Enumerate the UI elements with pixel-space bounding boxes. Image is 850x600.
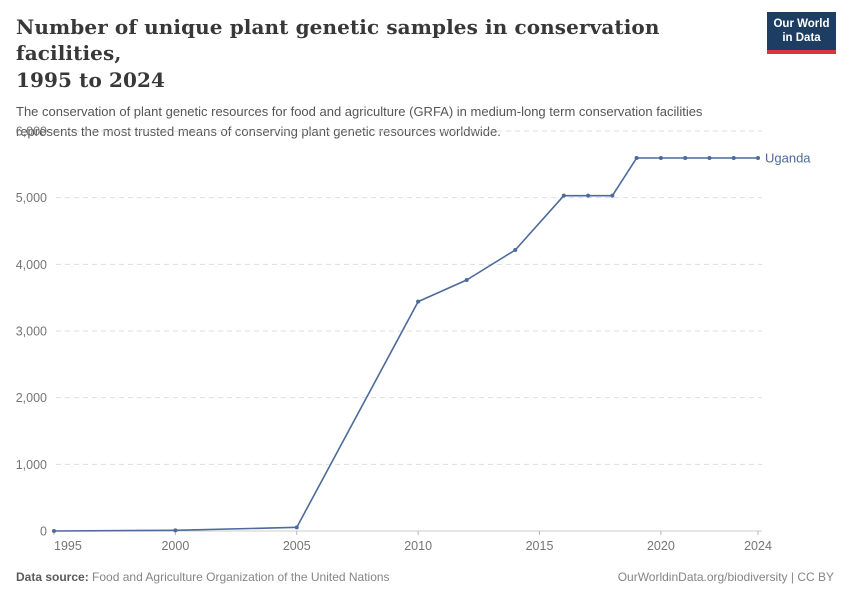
owid-logo-red-bar <box>767 49 836 54</box>
x-axis-tick-label: 1995 <box>54 539 82 553</box>
owid-logo-line-1: Our World <box>773 18 830 30</box>
chart-footer: Data source: Food and Agriculture Organi… <box>16 570 834 584</box>
data-point[interactable] <box>294 525 299 530</box>
data-point[interactable] <box>610 193 615 198</box>
data-point[interactable] <box>173 528 178 533</box>
x-axis-tick-label: 2024 <box>744 539 772 553</box>
y-axis-tick-label: 6,000 <box>16 125 47 139</box>
uganda-line-series[interactable] <box>53 157 758 532</box>
series-end-label: Uganda <box>765 151 811 166</box>
data-point[interactable] <box>658 156 663 160</box>
page-title: Number of unique plant genetic samples i… <box>16 14 761 93</box>
title-line-2: 1995 to 2024 <box>16 67 166 92</box>
title-line-1: Number of unique plant genetic samples i… <box>16 15 660 66</box>
chart-subtitle: The conservation of plant genetic resour… <box>16 104 703 140</box>
data-point[interactable] <box>707 156 712 160</box>
data-point[interactable] <box>683 156 688 160</box>
data-point[interactable] <box>416 299 421 304</box>
y-axis-tick-label: 5,000 <box>16 191 47 205</box>
x-axis-tick-label: 2020 <box>647 539 675 553</box>
data-source-note: Data source: Food and Agriculture Organi… <box>16 570 390 584</box>
data-point[interactable] <box>52 529 56 533</box>
data-point[interactable] <box>731 156 736 160</box>
y-axis-tick-label: 3,000 <box>16 325 47 339</box>
data-point[interactable] <box>513 248 518 252</box>
y-axis-tick-label: 2,000 <box>16 391 47 405</box>
data-point[interactable] <box>586 193 591 198</box>
x-axis-tick-label: 2005 <box>283 539 311 553</box>
x-axis-tick-label: 2010 <box>404 539 432 553</box>
owid-logo: Our World in Data <box>767 12 836 54</box>
x-axis-tick-label: 2015 <box>526 539 554 553</box>
data-point[interactable] <box>561 193 566 198</box>
x-axis-tick-label: 2000 <box>161 539 189 553</box>
data-point[interactable] <box>756 156 760 160</box>
owid-logo-text: Our World in Data <box>767 12 836 50</box>
data-source-text: Food and Agriculture Organization of the… <box>92 570 390 584</box>
y-axis-tick-label: 0 <box>40 525 47 539</box>
y-axis-tick-label: 4,000 <box>16 258 47 272</box>
owid-logo-line-2: in Data <box>782 32 821 45</box>
data-source-label: Data source: <box>16 570 89 584</box>
data-point[interactable] <box>634 156 639 160</box>
license-link[interactable]: OurWorldinData.org/biodiversity | CC BY <box>617 570 834 584</box>
chart-header: Number of unique plant genetic samples i… <box>16 14 761 142</box>
y-axis-tick-label: 1,000 <box>16 458 47 472</box>
data-point[interactable] <box>464 278 469 282</box>
